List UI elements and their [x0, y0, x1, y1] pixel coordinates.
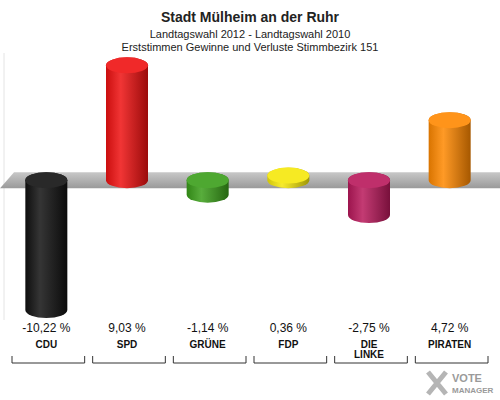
bar-top [106, 57, 148, 73]
data-label: -10,22 % [22, 321, 70, 335]
bar [348, 172, 390, 223]
category-label: GRÜNE [190, 338, 226, 350]
data-label: -2,75 % [348, 321, 390, 335]
bar-top [429, 112, 471, 128]
data-label: -1,14 % [187, 321, 229, 335]
logo: VOTE MANAGER [428, 372, 494, 395]
title: Stadt Mülheim an der Ruhr [161, 9, 340, 25]
category-bracket [335, 356, 408, 363]
bar [267, 168, 309, 189]
bar-top [348, 172, 390, 188]
category-bracket [173, 356, 246, 363]
data-label: 4,72 % [431, 321, 469, 335]
data-label: 0,36 % [270, 321, 308, 335]
category-label: PIRATEN [428, 339, 471, 350]
bar-top [25, 172, 67, 188]
category-bracket [93, 356, 166, 363]
category-bracket [415, 356, 488, 363]
annotation: VOTE [452, 372, 482, 384]
category-label: FDP [278, 339, 298, 350]
category-bracket [12, 356, 85, 363]
logo-mark [428, 372, 446, 394]
category-bracket [254, 356, 327, 363]
category-label: CDU [35, 339, 57, 350]
bar [106, 57, 148, 188]
data-label: 9,03 % [108, 321, 146, 335]
subtitle: Landtagswahl 2012 - Landtagswahl 2010 [150, 28, 351, 40]
category-label: SPD [117, 339, 138, 350]
bar [187, 172, 229, 202]
bars [25, 57, 470, 318]
category-label: DIELINKE [354, 339, 384, 360]
chart: Stadt Mülheim an der Ruhr Landtagswahl 20… [0, 0, 500, 400]
annotation: MANAGER [452, 386, 494, 395]
subtitle: Erststimmen Gewinne und Verluste Stimmbe… [122, 41, 379, 53]
bar [25, 172, 67, 318]
bar [429, 112, 471, 188]
bar-top [187, 172, 229, 188]
zero-band [0, 172, 500, 188]
bar-top [267, 168, 309, 184]
